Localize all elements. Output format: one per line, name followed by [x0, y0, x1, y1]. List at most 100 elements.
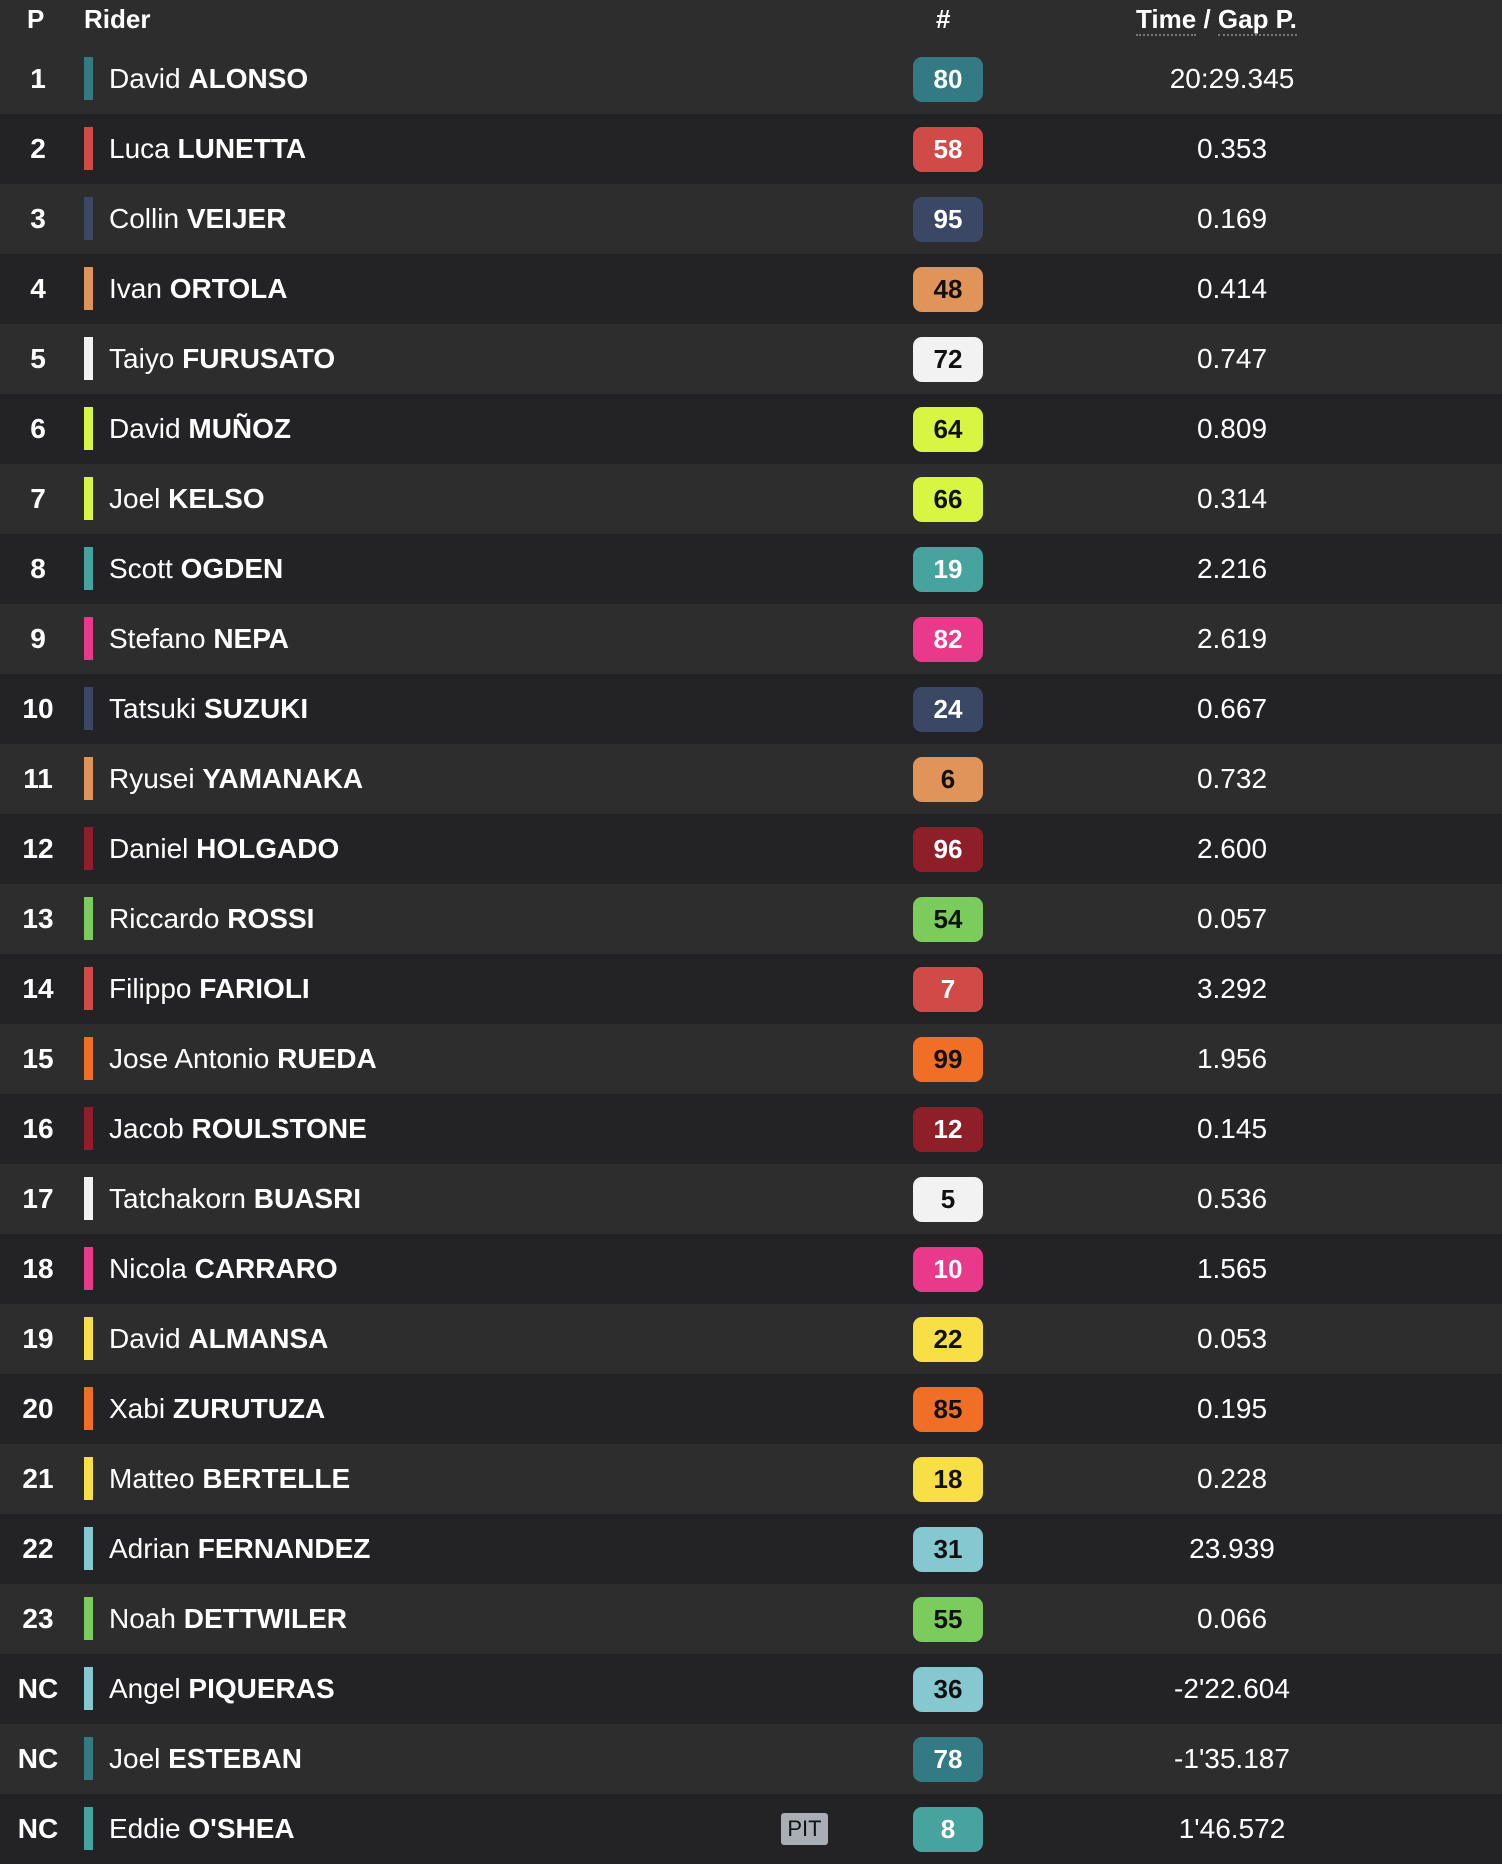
time-gap: 20:29.345: [1169, 63, 1295, 94]
time-gap: -1'35.187: [1174, 1743, 1290, 1774]
time-gap: 0.169: [1196, 203, 1268, 234]
team-color-bar: [84, 127, 93, 170]
rider-name: Angel PIQUERAS: [109, 1673, 335, 1705]
table-row[interactable]: 22 Adrian FERNANDEZ 31 23.939: [0, 1514, 1502, 1584]
position: 16: [22, 1113, 54, 1144]
time-gap: 0.195: [1196, 1393, 1268, 1424]
time-gap: 1'46.572: [1178, 1813, 1286, 1844]
rider-number-badge: 5: [913, 1177, 983, 1222]
rider-first-name: Joel: [109, 1743, 161, 1774]
header-number: #: [936, 4, 951, 34]
rider-last-name: MUÑOZ: [188, 413, 292, 444]
team-color-bar: [84, 1527, 93, 1570]
table-row[interactable]: 13 Riccardo ROSSI 54 0.057: [0, 884, 1502, 954]
table-row[interactable]: 18 Nicola CARRARO 10 1.565: [0, 1234, 1502, 1304]
rider-last-name: RUEDA: [277, 1043, 377, 1074]
rider-number-badge: 82: [913, 617, 983, 662]
time-gap: 2.216: [1196, 553, 1268, 584]
rider-name: Xabi ZURUTUZA: [109, 1393, 325, 1425]
table-row[interactable]: 2 Luca LUNETTA 58 0.353: [0, 114, 1502, 184]
table-row[interactable]: 17 Tatchakorn BUASRI 5 0.536: [0, 1164, 1502, 1234]
time-gap: 0.053: [1196, 1323, 1268, 1354]
table-row[interactable]: 4 Ivan ORTOLA 48 0.414: [0, 254, 1502, 324]
rider-last-name: LUNETTA: [177, 133, 307, 164]
team-color-bar: [84, 687, 93, 730]
time-gap: 2.600: [1196, 833, 1268, 864]
time-gap: 0.732: [1196, 763, 1268, 794]
rider-number-badge: 10: [913, 1247, 983, 1292]
time-gap: 0.747: [1196, 343, 1268, 374]
rider-name: Scott OGDEN: [109, 553, 283, 585]
table-row[interactable]: 16 Jacob ROULSTONE 12 0.145: [0, 1094, 1502, 1164]
team-color-bar: [84, 337, 93, 380]
rider-last-name: ROULSTONE: [191, 1113, 367, 1144]
rider-number-badge: 18: [913, 1457, 983, 1502]
header-position: P: [27, 4, 45, 34]
rider-number-badge: 95: [913, 197, 983, 242]
team-color-bar: [84, 967, 93, 1010]
rider-first-name: Adrian: [109, 1533, 190, 1564]
position: 9: [30, 623, 46, 654]
team-color-bar: [84, 1037, 93, 1080]
rider-first-name: Ryusei: [109, 763, 195, 794]
team-color-bar: [84, 1737, 93, 1780]
rider-name: Ivan ORTOLA: [109, 273, 287, 305]
table-row[interactable]: NC Eddie O'SHEA PIT 8 1'46.572: [0, 1794, 1502, 1864]
rider-last-name: HOLGADO: [196, 833, 340, 864]
time-gap: 0.145: [1196, 1113, 1268, 1144]
table-row[interactable]: 11 Ryusei YAMANAKA 6 0.732: [0, 744, 1502, 814]
rider-last-name: DETTWILER: [183, 1603, 348, 1634]
table-row[interactable]: 8 Scott OGDEN 19 2.216: [0, 534, 1502, 604]
rider-last-name: ALMANSA: [188, 1323, 329, 1354]
team-color-bar: [84, 1247, 93, 1290]
rider-last-name: YAMANAKA: [202, 763, 364, 794]
team-color-bar: [84, 1597, 93, 1640]
table-row[interactable]: 15 Jose Antonio RUEDA 99 1.956: [0, 1024, 1502, 1094]
table-row[interactable]: NC Joel ESTEBAN 78 -1'35.187: [0, 1724, 1502, 1794]
table-row[interactable]: 10 Tatsuki SUZUKI 24 0.667: [0, 674, 1502, 744]
time-gap: 0.536: [1196, 1183, 1268, 1214]
table-row[interactable]: 21 Matteo BERTELLE 18 0.228: [0, 1444, 1502, 1514]
rider-number-badge: 48: [913, 267, 983, 312]
rider-last-name: SUZUKI: [203, 693, 309, 724]
table-row[interactable]: NC Angel PIQUERAS 36 -2'22.604: [0, 1654, 1502, 1724]
table-row[interactable]: 14 Filippo FARIOLI 7 3.292: [0, 954, 1502, 1024]
rider-first-name: Noah: [109, 1603, 176, 1634]
time-gap: -2'22.604: [1174, 1673, 1290, 1704]
rider-first-name: Ivan: [109, 273, 162, 304]
team-color-bar: [84, 1667, 93, 1710]
table-row[interactable]: 12 Daniel HOLGADO 96 2.600: [0, 814, 1502, 884]
table-row[interactable]: 19 David ALMANSA 22 0.053: [0, 1304, 1502, 1374]
table-row[interactable]: 20 Xabi ZURUTUZA 85 0.195: [0, 1374, 1502, 1444]
rider-number-badge: 96: [913, 827, 983, 872]
table-row[interactable]: 3 Collin VEIJER 95 0.169: [0, 184, 1502, 254]
time-gap: 0.057: [1196, 903, 1268, 934]
rider-name: Matteo BERTELLE: [109, 1463, 350, 1495]
rider-number-badge: 80: [913, 57, 983, 102]
rider-last-name: ROSSI: [227, 903, 315, 934]
team-color-bar: [84, 757, 93, 800]
table-row[interactable]: 23 Noah DETTWILER 55 0.066: [0, 1584, 1502, 1654]
header-gap[interactable]: Gap P.: [1217, 4, 1297, 36]
rider-last-name: ALONSO: [188, 63, 309, 94]
team-color-bar: [84, 1317, 93, 1360]
time-gap: 0.667: [1196, 693, 1268, 724]
team-color-bar: [84, 617, 93, 660]
table-row[interactable]: 5 Taiyo FURUSATO 72 0.747: [0, 324, 1502, 394]
table-row[interactable]: 7 Joel KELSO 66 0.314: [0, 464, 1502, 534]
position: 2: [30, 133, 46, 164]
rider-number-badge: 12: [913, 1107, 983, 1152]
team-color-bar: [84, 267, 93, 310]
table-row[interactable]: 1 David ALONSO 80 20:29.345: [0, 44, 1502, 114]
rider-first-name: David: [109, 1323, 181, 1354]
time-gap: 1.565: [1196, 1253, 1268, 1284]
rider-number-badge: 72: [913, 337, 983, 382]
header-time-gap: Time / Gap P.: [1136, 4, 1297, 36]
header-time[interactable]: Time: [1136, 4, 1197, 36]
table-row[interactable]: 9 Stefano NEPA 82 2.619: [0, 604, 1502, 674]
rider-first-name: Joel: [109, 483, 161, 514]
rider-last-name: ORTOLA: [169, 273, 288, 304]
time-gap: 23.939: [1189, 1533, 1275, 1564]
table-row[interactable]: 6 David MUÑOZ 64 0.809: [0, 394, 1502, 464]
rider-first-name: Riccardo: [109, 903, 220, 934]
